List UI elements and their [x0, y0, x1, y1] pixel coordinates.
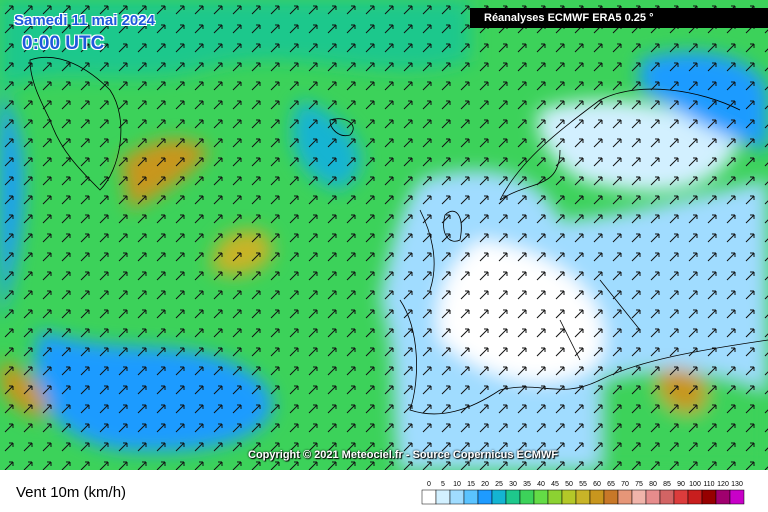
legend-swatch [505, 489, 521, 505]
legend-swatch [533, 489, 549, 505]
copyright: Copyright © 2021 Meteociel.fr - Source C… [248, 449, 559, 461]
legend-swatch [491, 489, 507, 505]
legend-tick-label: 20 [481, 481, 489, 488]
legend-tick-label: 45 [551, 481, 559, 488]
legend-tick-label: 70 [621, 481, 629, 488]
legend-tick-label: 50 [565, 481, 573, 488]
legend-tick-label: 65 [607, 481, 615, 488]
legend-swatch [617, 489, 633, 505]
legend-swatch [645, 489, 661, 505]
legend-tick-label: 80 [649, 481, 657, 488]
wind-map [0, 0, 768, 470]
legend-tick-label: 30 [509, 481, 517, 488]
source-label: Réanalyses ECMWF ERA5 0.25 ° [470, 8, 768, 28]
date: Samedi 11 mai 2024 [14, 12, 155, 29]
legend-tick-label: 35 [523, 481, 531, 488]
legend-tick-label: 110 [703, 481, 714, 488]
legend-swatch [449, 489, 465, 505]
legend-swatch [519, 489, 535, 505]
legend-swatch [589, 489, 605, 505]
time: 0:00 UTC [22, 33, 105, 54]
legend-swatch [701, 489, 717, 505]
legend-swatch [561, 489, 577, 505]
legend-tick-label: 10 [453, 481, 461, 488]
legend-tick-label: 130 [731, 481, 743, 488]
legend-tick-label: 90 [677, 481, 685, 488]
legend-tick-label: 5 [441, 481, 445, 488]
legend-swatch [603, 489, 619, 505]
color-legend: 0 5 10 15 20 25 30 35 40 45 50 55 60 65 70 75 80 85 90 100 1… [421, 481, 745, 505]
legend-tick-label: 100 [689, 481, 701, 488]
legend-tick-label: 15 [467, 481, 475, 488]
legend-swatch [575, 489, 591, 505]
legend-swatch [421, 489, 437, 505]
legend-swatch [631, 489, 647, 505]
legend-swatch [463, 489, 479, 505]
legend-tick-label: 0 [427, 481, 431, 488]
legend-swatch [659, 489, 675, 505]
legend-tick-label: 55 [579, 481, 587, 488]
legend-swatch [687, 489, 703, 505]
legend-swatch [477, 489, 493, 505]
legend-swatch [715, 489, 731, 505]
legend-swatch [435, 489, 451, 505]
legend-tick-label: 40 [537, 481, 545, 488]
legend-swatch [673, 489, 689, 505]
legend-tick-label: 120 [717, 481, 729, 488]
legend-tick-label: 85 [663, 481, 671, 488]
legend-swatch [729, 489, 745, 505]
legend-tick-label: 75 [635, 481, 643, 488]
legend-swatch [547, 489, 563, 505]
variable-label: Vent 10m (km/h) [16, 484, 127, 501]
legend-tick-label: 25 [495, 481, 503, 488]
legend-tick-label: 60 [593, 481, 601, 488]
